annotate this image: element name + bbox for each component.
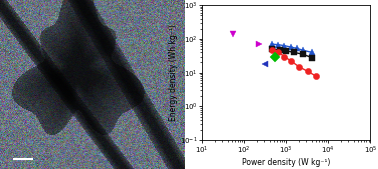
Y-axis label: Energy density (Wh kg⁻¹): Energy density (Wh kg⁻¹): [169, 24, 178, 121]
X-axis label: Power density (W kg⁻¹): Power density (W kg⁻¹): [242, 158, 330, 167]
